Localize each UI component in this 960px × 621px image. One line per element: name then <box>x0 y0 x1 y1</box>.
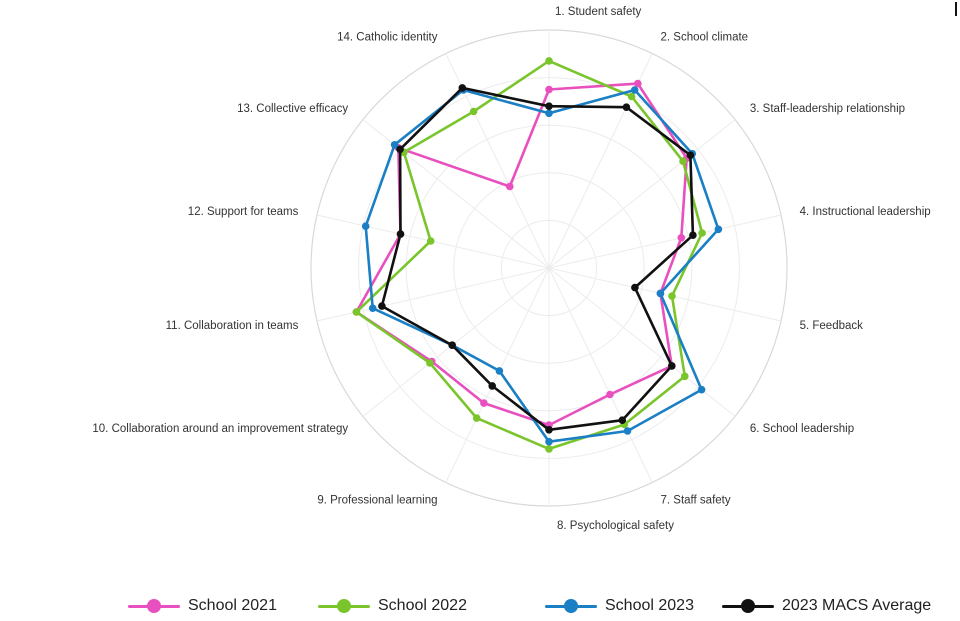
axis-label-13: 13. Collective efficacy <box>237 103 348 115</box>
grid-spoke-9 <box>445 267 550 483</box>
series-2-point-2 <box>630 86 639 94</box>
legend-swatch-school-2021 <box>128 599 180 613</box>
series-1-point-5 <box>668 292 676 300</box>
axis-label-7: 7. Staff safety <box>661 495 731 507</box>
grid-spoke-11 <box>316 267 550 322</box>
series-3-point-13 <box>396 145 404 154</box>
series-3-point-2 <box>622 103 631 111</box>
corner-mark <box>955 2 957 16</box>
legend-item-school-2022: School 2022 <box>318 592 467 620</box>
series-1 <box>352 57 706 453</box>
series-1-point-8 <box>545 445 553 453</box>
series-1-point-4 <box>698 229 706 237</box>
series-3-point-7 <box>618 416 627 425</box>
legend-label-school-2023: School 2023 <box>605 597 694 614</box>
series-1-point-14 <box>469 107 478 116</box>
legend-swatch-school-2022 <box>318 599 370 613</box>
series-0-point-14 <box>506 182 514 191</box>
axis-label-3: 3. Staff-leadership relationship <box>750 103 905 115</box>
series-1-point-3 <box>679 157 687 165</box>
series-0 <box>352 79 691 429</box>
series-2-point-1 <box>545 109 553 118</box>
axis-label-4: 4. Instructional leadership <box>800 206 931 218</box>
legend-label-school-2021: School 2021 <box>188 597 277 614</box>
series-1-point-10 <box>426 359 434 367</box>
series-0-point-9 <box>480 399 488 407</box>
series-3-point-12 <box>396 230 405 238</box>
series-1-point-12 <box>426 237 435 245</box>
series-3-point-5 <box>631 283 639 292</box>
grid-spoke-3 <box>548 119 736 269</box>
radar-plot: 1. Student safety 2. School climate 3. Sta… <box>92 6 930 532</box>
axis-label-11: 11. Collaboration in teams <box>166 320 299 332</box>
grid-spoke-10 <box>362 267 550 417</box>
axis-labels: 1. Student safety 2. School climate 3. Sta… <box>92 6 930 532</box>
series-3-point-4 <box>689 231 697 239</box>
series-1-point-2 <box>627 92 636 101</box>
grid-spoke-4 <box>548 214 782 269</box>
series-3-point-11 <box>378 302 386 310</box>
legend-item-school-2023: School 2023 <box>545 592 694 620</box>
axis-label-2: 2. School climate <box>661 32 749 44</box>
legend: School 2021 School 2022 School 2023 2023… <box>0 592 960 620</box>
legend-item-school-2021: School 2021 <box>128 592 277 620</box>
axis-label-14: 14. Catholic identity <box>337 32 438 44</box>
axis-label-5: 5. Feedback <box>800 320 864 332</box>
series-3-point-3 <box>686 151 695 159</box>
series-3 <box>378 84 697 434</box>
series-2-point-4 <box>714 225 723 234</box>
axis-label-6: 6. School leadership <box>750 423 854 435</box>
grid-spoke-7 <box>548 267 653 483</box>
legend-label-school-2022: School 2022 <box>378 597 467 614</box>
series-3-point-6 <box>668 362 676 370</box>
axis-label-9: 9. Professional learning <box>317 495 437 507</box>
series-1-point-1 <box>545 57 553 65</box>
series-1-point-11 <box>352 308 361 316</box>
series-3-point-8 <box>545 426 553 434</box>
series-2-point-8 <box>545 437 553 446</box>
axis-label-10: 10. Collaboration around an improvement … <box>92 423 348 435</box>
series-1-point-9 <box>472 414 481 422</box>
series-2-point-6 <box>697 385 706 394</box>
series-3-point-1 <box>545 102 553 110</box>
series-3-point-14 <box>458 84 467 92</box>
series-0-point-1 <box>545 85 553 94</box>
series-0-point-7 <box>606 390 614 399</box>
radar-series <box>352 57 723 453</box>
series-3-point-10 <box>448 341 457 350</box>
series-2-point-11 <box>368 304 377 313</box>
legend-swatch-school-2023 <box>545 599 597 613</box>
axis-label-8: 8. Psychological safety <box>557 520 674 532</box>
legend-item-macs-average: 2023 MACS Average <box>722 592 931 620</box>
series-2-point-9 <box>495 367 504 375</box>
legend-label-macs-average: 2023 MACS Average <box>782 597 932 614</box>
series-0-point-2 <box>634 79 642 88</box>
legend-swatch-macs-average <box>722 599 774 613</box>
series-2-point-13 <box>390 141 399 149</box>
series-2-point-5 <box>656 289 665 298</box>
series-2-point-12 <box>361 222 370 230</box>
axis-label-12: 12. Support for teams <box>188 206 299 218</box>
series-1-point-6 <box>681 372 689 381</box>
series-0-point-4 <box>677 234 686 242</box>
series-2-point-7 <box>623 427 632 435</box>
axis-label-1: 1. Student safety <box>555 6 642 18</box>
series-3-point-9 <box>488 382 497 390</box>
grid-spoke-5 <box>548 267 782 322</box>
